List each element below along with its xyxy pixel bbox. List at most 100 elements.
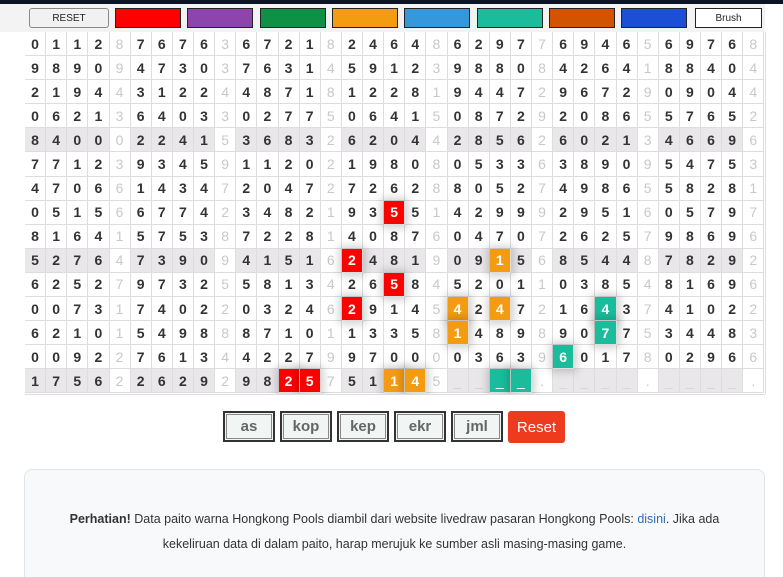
separator-cell[interactable]: 3 xyxy=(109,104,131,129)
color-swatch[interactable] xyxy=(404,8,470,28)
digit-cell[interactable]: 7 xyxy=(151,272,173,298)
digit-cell[interactable]: 6 xyxy=(88,369,110,394)
digit-cell[interactable]: 6 xyxy=(25,321,47,346)
separator-cell[interactable]: 7 xyxy=(215,176,237,201)
digit-cell[interactable]: 5 xyxy=(67,369,89,394)
digit-cell[interactable]: 3 xyxy=(278,56,300,81)
digit-cell[interactable]: 0 xyxy=(384,345,406,370)
digit-cell[interactable]: 7 xyxy=(172,32,194,57)
separator-cell[interactable]: 9 xyxy=(532,345,554,370)
digit-cell[interactable]: 6 xyxy=(553,32,575,57)
separator-cell[interactable]: 1 xyxy=(320,224,342,249)
digit-cell[interactable]: 7 xyxy=(257,321,279,346)
digit-cell[interactable]: 2 xyxy=(299,200,321,225)
separator-cell[interactable]: 2 xyxy=(532,128,554,153)
digit-cell[interactable]: 0 xyxy=(447,345,469,370)
digit-cell[interactable]: 4 xyxy=(384,104,406,129)
digit-cell[interactable]: 2 xyxy=(679,345,701,370)
digit-cell[interactable]: 0 xyxy=(447,248,469,273)
color-swatch[interactable] xyxy=(621,8,687,28)
digit-cell[interactable]: 6 xyxy=(574,224,596,249)
separator-cell[interactable]: 3 xyxy=(426,56,448,81)
digit-cell[interactable]: 9 xyxy=(595,152,617,177)
digit-cell[interactable]: 9 xyxy=(722,200,744,225)
digit-cell[interactable]: 1 xyxy=(172,345,194,370)
separator-cell[interactable]: 7 xyxy=(637,224,659,249)
digit-cell[interactable]: 9 xyxy=(130,272,152,298)
digit-cell[interactable]: 0 xyxy=(574,104,596,129)
separator-cell[interactable]: 2 xyxy=(109,369,131,394)
digit-cell[interactable]: 4 xyxy=(236,80,258,105)
digit-cell[interactable]: 9 xyxy=(363,56,385,81)
digit-cell[interactable]: 2 xyxy=(341,32,363,57)
digit-cell[interactable]: 3 xyxy=(363,200,385,225)
separator-cell[interactable]: 5 xyxy=(637,321,659,346)
digit-cell[interactable]: 9 xyxy=(679,32,701,57)
digit-cell[interactable]: 6 xyxy=(151,32,173,57)
digit-cell[interactable]: 6 xyxy=(88,248,110,273)
digit-cell[interactable]: 6 xyxy=(701,128,723,153)
digit-cell[interactable]: 2 xyxy=(257,104,279,129)
digit-cell[interactable]: 4 xyxy=(679,152,701,177)
digit-cell[interactable]: 2 xyxy=(595,224,617,249)
digit-cell[interactable]: 2 xyxy=(468,32,490,57)
digit-cell[interactable]: 7 xyxy=(510,80,532,105)
digit-cell[interactable]: 5 xyxy=(341,369,363,394)
digit-cell[interactable]: 0 xyxy=(658,80,680,105)
digit-cell[interactable]: 8 xyxy=(722,176,744,201)
separator-cell[interactable]: 1 xyxy=(109,224,131,249)
digit-cell[interactable]: 8 xyxy=(25,224,47,249)
digit-cell[interactable]: 5 xyxy=(384,200,406,225)
digit-cell[interactable]: 3 xyxy=(299,128,321,153)
digit-cell[interactable]: 8 xyxy=(257,272,279,298)
color-swatch[interactable] xyxy=(332,8,398,28)
separator-cell[interactable]: 1 xyxy=(426,200,448,225)
digit-cell[interactable]: 5 xyxy=(574,248,596,273)
digit-cell[interactable]: 7 xyxy=(236,56,258,81)
digit-cell[interactable]: 7 xyxy=(489,104,511,129)
digit-cell[interactable]: 3 xyxy=(299,272,321,298)
digit-cell[interactable]: 4 xyxy=(405,128,427,153)
digit-cell[interactable]: 1 xyxy=(405,104,427,129)
digit-cell[interactable]: 8 xyxy=(489,56,511,81)
digit-cell[interactable]: 4 xyxy=(447,297,469,322)
digit-cell[interactable]: 2 xyxy=(130,369,152,394)
digit-cell[interactable]: 8 xyxy=(384,224,406,249)
digit-cell[interactable]: 2 xyxy=(88,32,110,57)
color-swatch[interactable] xyxy=(187,8,253,28)
digit-cell[interactable]: 0 xyxy=(510,56,532,81)
digit-cell[interactable]: 1 xyxy=(67,200,89,225)
digit-cell[interactable]: 5 xyxy=(194,152,216,177)
digit-cell[interactable]: 5 xyxy=(489,176,511,201)
digit-cell[interactable]: 3 xyxy=(553,152,575,177)
separator-cell[interactable]: 3 xyxy=(743,152,765,177)
digit-cell[interactable]: 3 xyxy=(616,297,638,322)
digit-cell[interactable]: 2 xyxy=(553,200,575,225)
separator-cell[interactable]: 8 xyxy=(320,32,342,57)
digit-cell[interactable]: 8 xyxy=(468,56,490,81)
separator-cell[interactable]: 7 xyxy=(532,224,554,249)
digit-cell[interactable]: 4 xyxy=(468,224,490,249)
digit-cell[interactable]: 4 xyxy=(405,32,427,57)
separator-cell[interactable]: 8 xyxy=(532,56,554,81)
digit-cell[interactable]: 7 xyxy=(67,248,89,273)
separator-cell[interactable]: 9 xyxy=(215,248,237,273)
separator-cell[interactable]: 6 xyxy=(109,176,131,201)
digit-cell[interactable]: 9 xyxy=(574,176,596,201)
digit-cell[interactable]: 6 xyxy=(46,104,68,129)
separator-cell[interactable]: 7 xyxy=(532,32,554,57)
digit-cell[interactable]: 2 xyxy=(88,345,110,370)
digit-cell[interactable]: 0 xyxy=(67,176,89,201)
digit-cell[interactable]: 4 xyxy=(236,345,258,370)
separator-cell[interactable]: 8 xyxy=(743,32,765,57)
digit-cell[interactable]: 8 xyxy=(679,224,701,249)
digit-cell[interactable]: 7 xyxy=(701,200,723,225)
digit-cell[interactable]: 3 xyxy=(194,104,216,129)
kop-button[interactable]: kop xyxy=(280,411,332,442)
digit-cell[interactable]: 4 xyxy=(236,248,258,273)
digit-cell[interactable]: 7 xyxy=(405,224,427,249)
digit-cell[interactable]: 5 xyxy=(722,152,744,177)
digit-cell[interactable]: 6 xyxy=(130,104,152,129)
digit-cell[interactable]: 2 xyxy=(363,176,385,201)
separator-cell[interactable]: 1 xyxy=(743,176,765,201)
